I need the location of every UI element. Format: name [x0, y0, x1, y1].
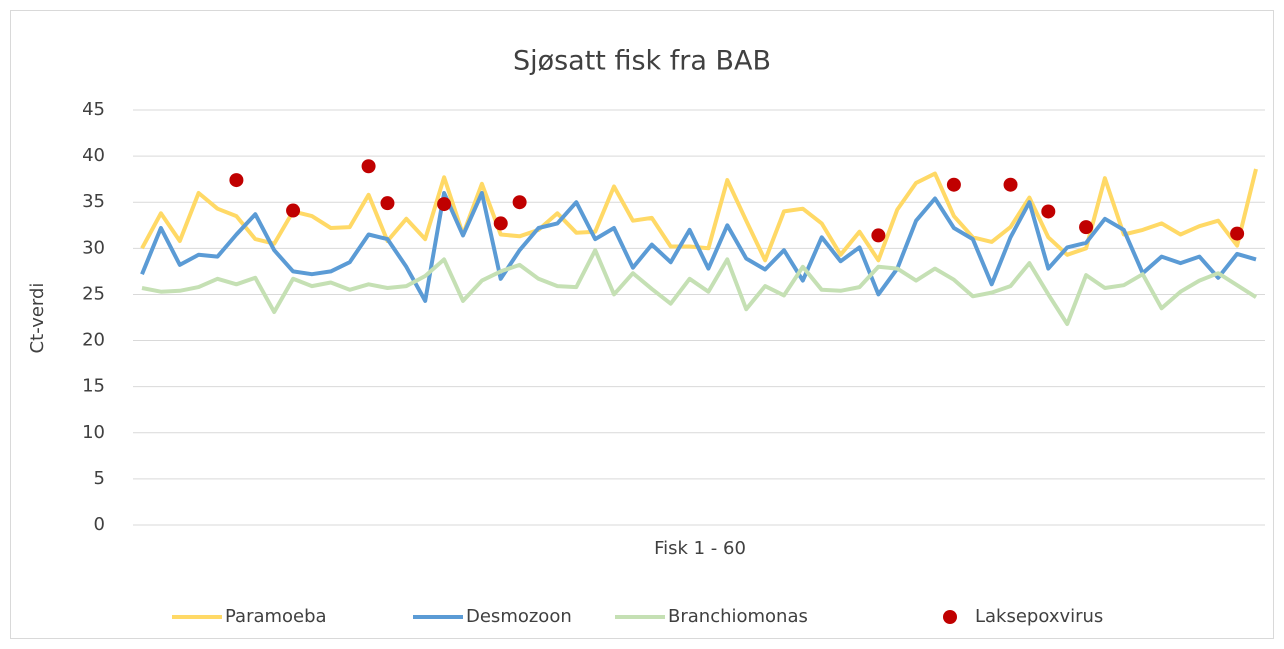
y-tick-label: 10 — [82, 422, 105, 443]
x-axis-label: Fisk 1 - 60 — [654, 538, 746, 559]
y-tick-label: 20 — [82, 330, 105, 351]
scatter-point — [512, 195, 527, 210]
scatter-point — [361, 159, 376, 174]
scatter-point — [1079, 220, 1094, 235]
y-tick-label: 25 — [82, 283, 105, 304]
scatter-point — [437, 197, 452, 212]
scatter-point — [1003, 177, 1018, 192]
scatter-point — [380, 196, 395, 211]
scatter-point — [1041, 204, 1056, 219]
y-tick-label: 45 — [82, 99, 105, 120]
y-tick-label: 40 — [82, 145, 105, 166]
scatter-point — [946, 177, 961, 192]
chart-frame — [10, 10, 1274, 639]
y-tick-label: 35 — [82, 191, 105, 212]
scatter-point — [493, 216, 508, 231]
y-tick-label: 30 — [82, 237, 105, 258]
series-line — [141, 248, 1258, 326]
y-tick-label: 0 — [94, 514, 105, 535]
legend-marker — [943, 610, 957, 624]
series-line — [140, 191, 1257, 303]
scatter-point — [229, 173, 244, 188]
y-tick-label: 5 — [94, 468, 105, 489]
chart-title: Sjøsatt fisk fra BAB — [513, 46, 771, 77]
scatter-point — [1230, 226, 1245, 241]
legend-label: Paramoeba — [225, 606, 327, 627]
scatter-point — [286, 203, 301, 218]
y-axis-label: Ct-verdi — [27, 283, 48, 354]
scatter-point — [871, 228, 886, 243]
y-tick-label: 15 — [82, 376, 105, 397]
legend-label: Branchiomonas — [668, 606, 808, 627]
legend-label: Laksepoxvirus — [975, 606, 1103, 627]
legend-label: Desmozoon — [466, 606, 572, 627]
